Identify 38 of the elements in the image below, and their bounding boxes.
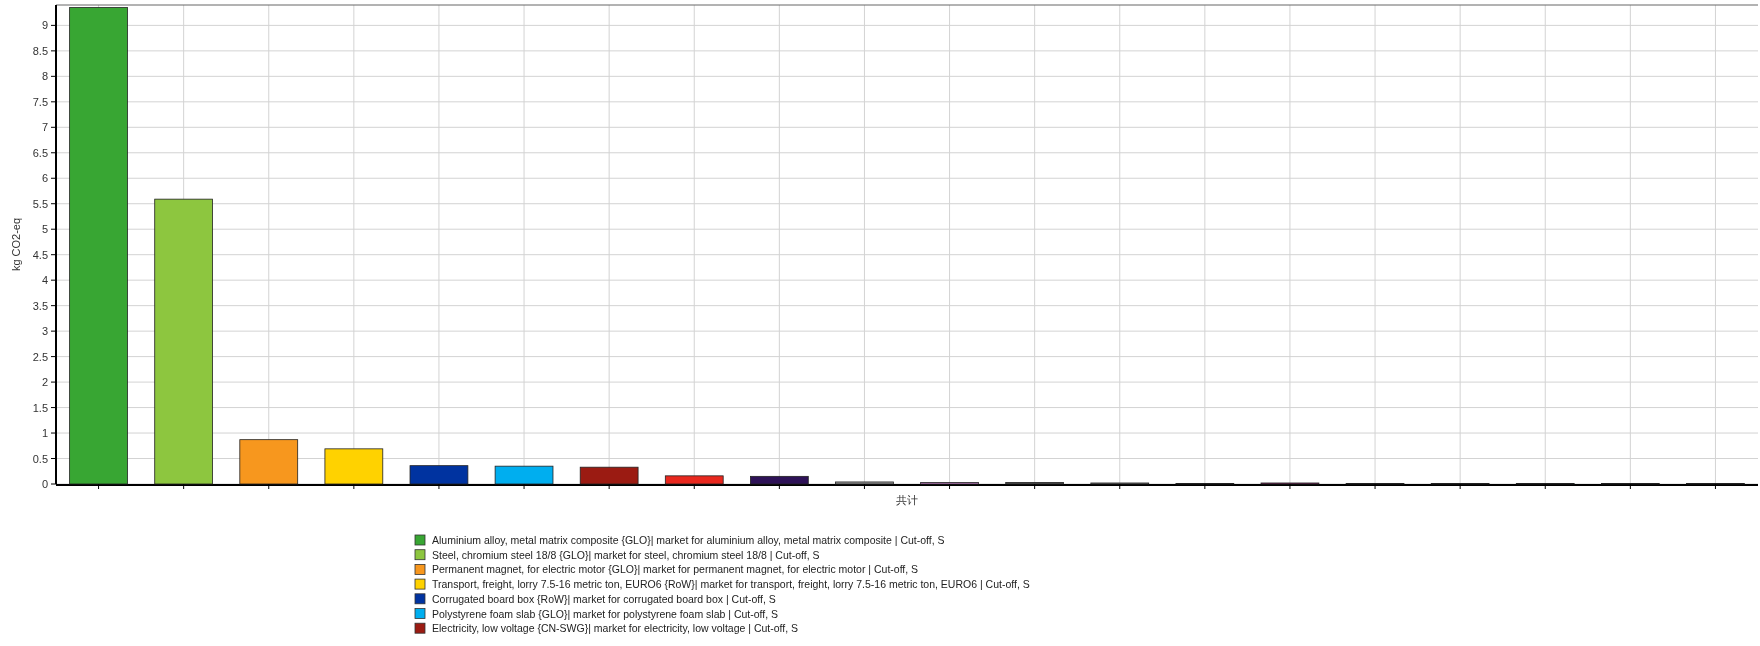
bar [239, 439, 299, 485]
bar [835, 481, 894, 485]
y-tick-label: 8.5 [32, 44, 48, 57]
bar [324, 448, 384, 485]
y-tick-label: 4.5 [32, 248, 48, 261]
y-tick-label: 2.5 [32, 350, 48, 363]
bar [494, 465, 554, 485]
bar [409, 465, 469, 485]
y-tick-label: 5.5 [32, 197, 48, 210]
x-tick-label: 共计 [896, 494, 918, 507]
y-tick-label: 2 [41, 376, 48, 389]
bar [579, 466, 639, 485]
bar [750, 475, 809, 485]
y-tick-label: 3.5 [32, 299, 48, 312]
y-tick-label: 9 [41, 19, 48, 32]
y-tick-label: 6 [41, 172, 48, 185]
y-tick-label: 5 [41, 223, 48, 236]
y-tick-label: 3 [41, 325, 48, 338]
legend-label: Polystyrene foam slab {GLO}| market for polystyrene foam slab | Cut-off, S [432, 607, 779, 620]
y-tick-label: 1.5 [32, 401, 48, 414]
bar [664, 475, 724, 485]
y-tick-label: 0.5 [32, 452, 48, 465]
legend-label: Permanent magnet, for electric motor {GLO}| market for permanent magnet, for electric motor | Cut-off, S [432, 563, 919, 576]
legend-label: Corrugated board box {RoW}| market for corrugated board box | Cut-off, S [432, 592, 776, 605]
legend-label: Electricity, low voltage {CN-SWG}| market for electricity, low voltage | Cut-off, S [432, 622, 799, 635]
bar [69, 7, 128, 485]
y-tick-label: 4 [41, 274, 48, 287]
y-tick-label: 7.5 [32, 95, 48, 108]
legend-label: Transport, freight, lorry 7.5-16 metric ton, EURO6 {RoW}| market for transport, freight, lorry 7.5-16 metric ton, EURO6 | Cut-off, S [432, 578, 1030, 591]
y-axis-title: kg CO2-eq [10, 217, 22, 272]
y-tick-label: 6.5 [32, 146, 48, 159]
legend-label: Aluminium alloy, metal matrix composite {GLO}| market for aluminium alloy, metal matrix composite | Cut-off, S [432, 534, 945, 546]
y-tick-label: 7 [41, 121, 48, 134]
y-tick-label: 8 [41, 70, 48, 83]
legend-label: Steel, chromium steel 18/8 {GLO}| market for steel, chromium steel 18/8 | Cut-off, S [432, 548, 820, 561]
y-tick-label: 1 [41, 427, 48, 440]
y-tick-label: 0 [41, 478, 48, 490]
bar [154, 198, 213, 485]
